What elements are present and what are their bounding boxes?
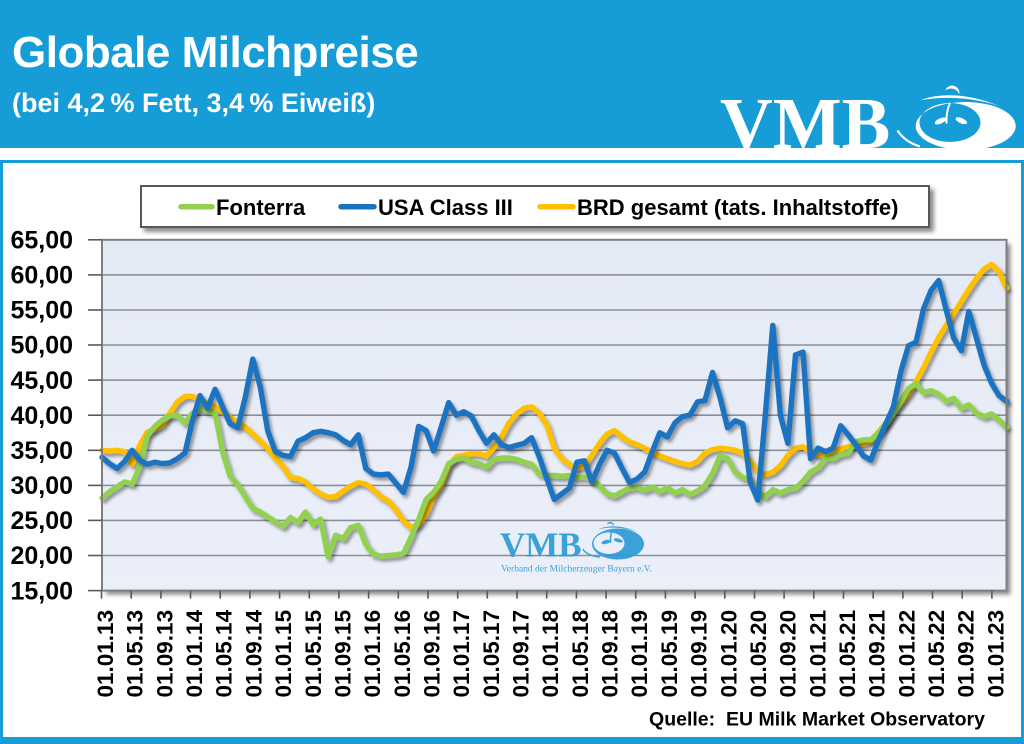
svg-text:VMB: VMB bbox=[720, 83, 890, 160]
svg-text:15,00: 15,00 bbox=[10, 577, 73, 605]
svg-text:01.09.22: 01.09.22 bbox=[954, 610, 979, 698]
svg-text:01.09.13: 01.09.13 bbox=[152, 610, 177, 698]
svg-text:01.01.15: 01.01.15 bbox=[271, 610, 296, 698]
svg-text:55,00: 55,00 bbox=[10, 297, 73, 325]
svg-text:01.01.18: 01.01.18 bbox=[538, 610, 563, 698]
svg-text:01.05.13: 01.05.13 bbox=[123, 610, 148, 698]
svg-text:01.01.20: 01.01.20 bbox=[716, 610, 741, 698]
svg-text:01.01.17: 01.01.17 bbox=[449, 610, 474, 698]
svg-text:40,00: 40,00 bbox=[10, 402, 73, 430]
svg-text:01.05.22: 01.05.22 bbox=[924, 610, 949, 698]
svg-text:01.01.14: 01.01.14 bbox=[182, 609, 207, 697]
svg-text:30,00: 30,00 bbox=[10, 472, 73, 500]
svg-text:Fonterra: Fonterra bbox=[216, 195, 306, 220]
svg-text:01.05.20: 01.05.20 bbox=[746, 610, 771, 698]
svg-text:01.01.16: 01.01.16 bbox=[360, 610, 385, 698]
svg-text:USA Class III: USA Class III bbox=[378, 195, 513, 220]
svg-text:01.09.19: 01.09.19 bbox=[687, 610, 712, 698]
svg-text:01.01.19: 01.01.19 bbox=[627, 610, 652, 698]
svg-text:20,00: 20,00 bbox=[10, 542, 73, 570]
svg-text:35,00: 35,00 bbox=[10, 437, 73, 465]
svg-text:25,00: 25,00 bbox=[10, 507, 73, 535]
svg-text:01.05.21: 01.05.21 bbox=[835, 610, 860, 698]
svg-text:01.01.22: 01.01.22 bbox=[894, 610, 919, 698]
svg-text:01.01.13: 01.01.13 bbox=[93, 610, 118, 698]
svg-text:01.09.18: 01.09.18 bbox=[598, 610, 623, 698]
svg-text:01.01.21: 01.01.21 bbox=[805, 610, 830, 698]
svg-text:01.09.17: 01.09.17 bbox=[509, 610, 534, 698]
svg-text:Verband der Milcherzeuger Baye: Verband der Milcherzeuger Bayern e.V. bbox=[501, 565, 652, 575]
svg-text:01.01.23: 01.01.23 bbox=[983, 610, 1008, 698]
svg-text:Quelle: EU Milk Market Observ: Quelle: EU Milk Market Observatory bbox=[649, 709, 985, 731]
svg-text:BRD gesamt (tats. Inhaltstoffe: BRD gesamt (tats. Inhaltstoffe) bbox=[577, 195, 898, 220]
svg-text:01.09.16: 01.09.16 bbox=[420, 610, 445, 698]
svg-text:01.05.17: 01.05.17 bbox=[479, 610, 504, 698]
svg-text:VMB: VMB bbox=[500, 526, 582, 565]
svg-text:01.09.20: 01.09.20 bbox=[776, 610, 801, 698]
svg-text:50,00: 50,00 bbox=[10, 332, 73, 360]
svg-text:01.05.18: 01.05.18 bbox=[568, 610, 593, 698]
svg-text:01.09.15: 01.09.15 bbox=[330, 610, 355, 698]
svg-text:01.09.21: 01.09.21 bbox=[865, 610, 890, 698]
svg-text:01.05.14: 01.05.14 bbox=[212, 609, 237, 697]
svg-text:01.09.14: 01.09.14 bbox=[241, 609, 266, 697]
svg-text:01.05.15: 01.05.15 bbox=[301, 610, 326, 698]
svg-text:65,00: 65,00 bbox=[10, 227, 73, 255]
svg-text:01.05.16: 01.05.16 bbox=[390, 610, 415, 698]
svg-text:60,00: 60,00 bbox=[10, 262, 73, 290]
svg-text:01.05.19: 01.05.19 bbox=[657, 610, 682, 698]
svg-text:45,00: 45,00 bbox=[10, 367, 73, 395]
